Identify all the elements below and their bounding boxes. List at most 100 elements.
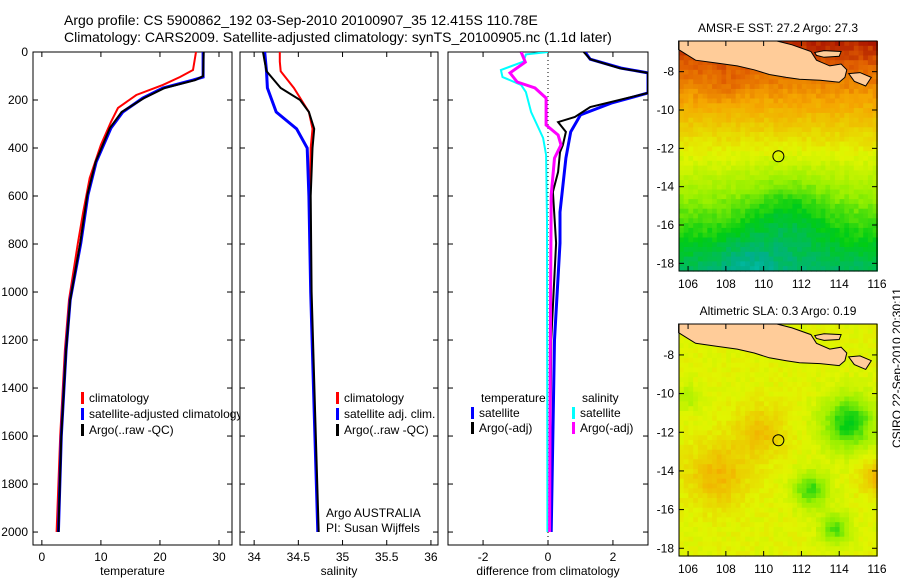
map-cell bbox=[787, 175, 793, 181]
map-cell bbox=[768, 247, 774, 253]
map-cell bbox=[839, 425, 845, 431]
map-cell bbox=[830, 391, 836, 398]
map-cell bbox=[716, 117, 723, 124]
map-cell bbox=[858, 527, 864, 533]
map-cell bbox=[853, 478, 860, 485]
map-cell bbox=[679, 353, 685, 359]
map-cell bbox=[702, 502, 708, 509]
map-cell bbox=[773, 517, 779, 523]
map-cell bbox=[759, 237, 765, 243]
map-cell bbox=[844, 430, 850, 436]
map-cell bbox=[792, 165, 798, 171]
map-cell bbox=[806, 464, 812, 470]
map-cell bbox=[849, 79, 855, 85]
map-cell bbox=[820, 194, 826, 200]
map-cell bbox=[834, 478, 841, 485]
map-cell bbox=[683, 69, 689, 76]
map-cell bbox=[745, 517, 751, 523]
map-cell bbox=[731, 218, 737, 224]
map-cell bbox=[773, 208, 779, 215]
map-cell bbox=[844, 440, 850, 446]
map-cell bbox=[872, 189, 878, 195]
map-cell bbox=[867, 69, 874, 76]
map-cell bbox=[764, 546, 770, 552]
map-cell bbox=[716, 132, 723, 138]
map-cell bbox=[735, 454, 741, 460]
map-cell bbox=[849, 454, 855, 460]
map-cell bbox=[707, 74, 713, 80]
map-cell bbox=[726, 498, 732, 504]
map-cell bbox=[764, 541, 770, 547]
map-cell bbox=[867, 396, 874, 402]
map-cell bbox=[679, 55, 685, 61]
map-cell bbox=[844, 372, 850, 378]
map-cell bbox=[782, 93, 789, 100]
map-cell bbox=[844, 199, 850, 205]
map-cell bbox=[839, 122, 845, 128]
map-cell bbox=[867, 473, 874, 480]
map-cell bbox=[806, 444, 812, 451]
map-cell bbox=[797, 367, 803, 373]
map-cell bbox=[863, 425, 869, 431]
map-cell bbox=[820, 440, 826, 446]
map-cell bbox=[872, 108, 878, 114]
map-cell bbox=[707, 444, 713, 451]
map-cell bbox=[867, 415, 874, 422]
map-cell bbox=[716, 464, 723, 470]
map-cell bbox=[863, 136, 869, 143]
map-cell bbox=[721, 199, 727, 205]
map-cell bbox=[801, 507, 808, 514]
map-cell bbox=[853, 507, 860, 514]
map-cell bbox=[679, 502, 685, 509]
map-cell bbox=[830, 160, 836, 167]
map-cell bbox=[702, 180, 708, 186]
map-cell bbox=[830, 132, 836, 138]
y-tick-label: 1800 bbox=[1, 477, 28, 491]
map-cell bbox=[688, 362, 694, 369]
map-cell bbox=[872, 464, 878, 470]
map-cell bbox=[797, 156, 803, 162]
map-cell bbox=[688, 377, 694, 383]
map-cell bbox=[735, 391, 741, 398]
map-cell bbox=[867, 242, 874, 248]
map-cell bbox=[764, 425, 770, 431]
map-cell bbox=[721, 440, 727, 446]
map-cell bbox=[683, 55, 689, 61]
map-cell bbox=[697, 415, 704, 422]
map-cell bbox=[782, 401, 789, 407]
map-cell bbox=[844, 333, 850, 340]
map-cell bbox=[773, 98, 779, 104]
map-cell bbox=[792, 103, 798, 109]
map-cell bbox=[830, 430, 836, 436]
map-cell bbox=[702, 223, 708, 229]
lon-tick-label: 110 bbox=[754, 277, 773, 291]
map-cell bbox=[721, 232, 727, 239]
map-cell bbox=[834, 502, 841, 509]
map-cell bbox=[839, 261, 845, 267]
map-cell bbox=[688, 79, 694, 85]
map-cell bbox=[688, 141, 694, 147]
map-cell bbox=[764, 454, 770, 460]
map-cell bbox=[778, 478, 784, 485]
map-cell bbox=[735, 242, 741, 248]
map-cell bbox=[849, 112, 855, 119]
map-cell bbox=[839, 469, 845, 475]
map-cell bbox=[816, 459, 822, 465]
x-axis-label: temperature bbox=[100, 564, 165, 578]
map-cell bbox=[707, 112, 713, 119]
map-cell bbox=[764, 256, 770, 262]
map-cell bbox=[712, 411, 718, 417]
map-cell bbox=[707, 156, 713, 162]
map-cell bbox=[721, 132, 727, 138]
map-cell bbox=[745, 218, 751, 224]
map-cell bbox=[867, 464, 874, 470]
map-cell bbox=[707, 406, 713, 412]
map-cell bbox=[853, 420, 860, 427]
map-cell bbox=[731, 382, 737, 388]
map-cell bbox=[858, 440, 864, 446]
map-cell bbox=[825, 502, 831, 509]
map-cell bbox=[820, 112, 826, 119]
map-cell bbox=[702, 122, 708, 128]
map-cell bbox=[849, 261, 855, 267]
map-cell bbox=[693, 160, 699, 167]
